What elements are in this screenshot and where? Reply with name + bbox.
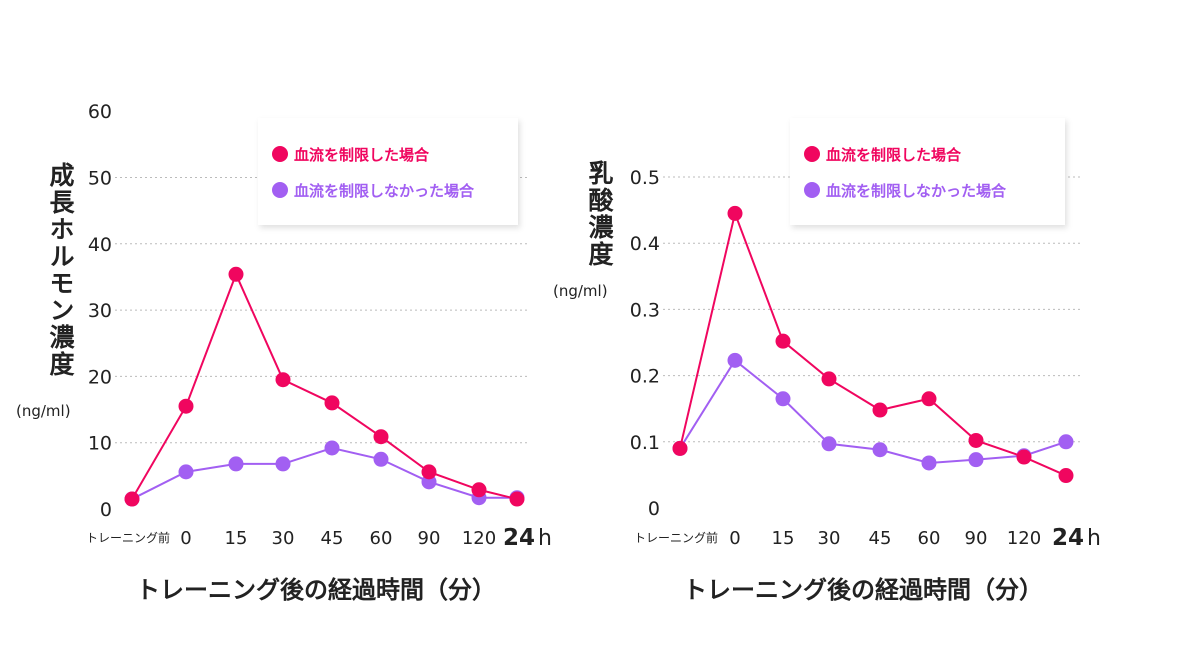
series-line — [679, 209, 1067, 477]
y-tick-label: 0.3 — [630, 299, 660, 321]
data-point — [968, 452, 984, 468]
legend-box — [790, 118, 1065, 225]
data-point — [921, 455, 937, 471]
data-point — [228, 456, 244, 472]
x-tick-label: 0 — [729, 528, 740, 549]
data-point — [373, 451, 389, 467]
x-tick-label: トレーニング前 — [86, 530, 170, 545]
data-point — [821, 436, 837, 452]
x-tick-label: 60 — [370, 528, 393, 549]
data-point — [324, 440, 340, 456]
data-point — [775, 391, 791, 407]
data-point — [178, 398, 194, 414]
y-tick-label: 20 — [88, 366, 112, 388]
data-point — [775, 333, 791, 349]
legend-marker — [804, 146, 820, 162]
legend-label: 血流を制限しなかった場合 — [294, 182, 475, 200]
data-point — [672, 440, 688, 456]
data-point — [124, 491, 140, 507]
y-tick-label: 0.4 — [630, 233, 660, 255]
series-line — [131, 271, 518, 501]
x-tick-label: 24 — [1052, 525, 1084, 551]
y-tick-label: 0.2 — [630, 366, 660, 388]
y-tick-label: 30 — [88, 300, 112, 322]
legend-marker — [272, 182, 288, 198]
y-tick-label: 0 — [100, 499, 112, 521]
data-point — [275, 372, 291, 388]
y-tick-label: 0.5 — [630, 167, 660, 189]
data-point — [872, 442, 888, 458]
right-y-axis-title: 乳酸濃度 — [585, 160, 614, 268]
data-point — [1058, 468, 1074, 484]
y-tick-label: 10 — [88, 433, 112, 455]
data-point — [324, 395, 340, 411]
y-tick-label: 60 — [88, 101, 112, 123]
y-tick-label: 0 — [648, 498, 660, 520]
left-x-axis-title: トレーニング後の経過時間（分） — [136, 576, 496, 604]
x-tick-label: 60 — [918, 528, 941, 549]
legend-label: 血流を制限しなかった場合 — [826, 182, 1007, 200]
data-point — [921, 391, 937, 407]
data-point — [1058, 434, 1074, 450]
legend-marker — [804, 182, 820, 198]
x-tick-label: 30 — [272, 528, 295, 549]
x-tick-label: トレーニング前 — [634, 530, 718, 545]
x-tick-label: 45 — [321, 528, 344, 549]
left-y-axis-title: 成長ホルモン濃度 — [46, 162, 75, 378]
x-tick-label: 15 — [772, 528, 795, 549]
y-tick-label: 40 — [88, 234, 112, 256]
x-tick-label: 90 — [418, 528, 441, 549]
x-tick-unit: h — [1087, 526, 1101, 551]
data-point — [727, 205, 743, 221]
right-y-axis-unit: (ng/ml) — [553, 282, 608, 300]
x-tick-label: 30 — [818, 528, 841, 549]
data-point — [228, 266, 244, 282]
x-tick-label: 15 — [225, 528, 248, 549]
legend-label: 血流を制限した場合 — [826, 146, 962, 164]
x-tick-label: 90 — [965, 528, 988, 549]
data-point — [509, 491, 525, 507]
x-tick-label: 24 — [503, 525, 535, 551]
right-x-axis-title: トレーニング後の経過時間（分） — [683, 576, 1043, 604]
legend-box — [258, 118, 518, 225]
data-point — [373, 429, 389, 445]
legend-label: 血流を制限した場合 — [294, 146, 430, 164]
data-point — [471, 482, 487, 498]
data-point — [872, 402, 888, 418]
x-tick-unit: h — [538, 526, 552, 551]
legend-marker — [272, 146, 288, 162]
x-tick-label: 120 — [462, 528, 496, 549]
data-point — [968, 432, 984, 448]
x-tick-label: 0 — [180, 528, 191, 549]
data-point — [821, 371, 837, 387]
data-point — [1016, 449, 1032, 465]
data-point — [178, 464, 194, 480]
x-tick-label: 45 — [869, 528, 892, 549]
left-y-axis-unit: (ng/ml) — [16, 402, 71, 420]
data-point — [727, 352, 743, 368]
y-tick-label: 50 — [88, 168, 112, 190]
x-tick-label: 120 — [1007, 528, 1041, 549]
data-point — [421, 464, 437, 480]
data-point — [275, 456, 291, 472]
y-tick-label: 0.1 — [630, 432, 660, 454]
